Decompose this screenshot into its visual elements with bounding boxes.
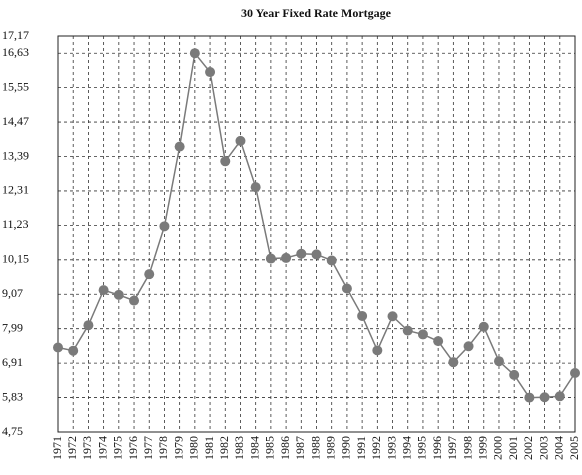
point [524,392,535,403]
point [402,325,413,336]
point [220,156,231,167]
x-tick-label: 2005 [567,436,581,460]
x-tick-label: 1984 [247,436,261,460]
point [174,141,185,152]
chart-title: 30 Year Fixed Rate Mortgage [241,6,392,20]
x-tick-label: 1998 [460,436,474,460]
point [478,321,489,332]
x-tick-label: 1985 [263,436,277,460]
y-tick-label: 13,39 [2,148,29,162]
point [68,345,79,356]
point [159,221,170,232]
point [357,310,368,321]
point [265,253,276,264]
point [539,392,550,403]
point [463,341,474,352]
y-tick-label: 7,99 [2,320,23,334]
x-tick-label: 1987 [293,436,307,460]
y-tick-label: 14,47 [2,114,29,128]
point [372,345,383,356]
x-tick-label: 1994 [399,436,413,460]
x-tick-label: 2002 [521,436,535,460]
x-tick-label: 1973 [80,436,94,460]
point [493,356,504,367]
plot-frame [57,35,576,433]
point [83,320,94,331]
point [417,329,428,340]
point [235,135,246,146]
point [189,48,200,59]
x-tick-label: 1976 [126,436,140,460]
x-tick-label: 2001 [506,436,520,460]
x-tick-label: 1982 [217,436,231,460]
y-tick-label: 17,17 [2,28,29,42]
point [326,255,337,266]
x-tick-label: 1974 [95,436,109,460]
point [554,391,565,402]
y-tick-label: 16,63 [2,45,29,59]
x-tick-label: 1986 [278,436,292,460]
x-tick-label: 1996 [430,436,444,460]
point [448,357,459,368]
x-tick-label: 1979 [171,436,185,460]
y-tick-label: 5,83 [2,389,23,403]
point [98,285,109,296]
x-tick-label: 1978 [156,436,170,460]
x-tick-label: 1980 [187,436,201,460]
point [53,342,63,353]
x-tick-label: 1992 [369,436,383,460]
y-tick-label: 15,55 [2,79,29,93]
point [509,369,520,380]
y-tick-label: 9,07 [2,286,23,300]
x-tick-label: 1972 [65,436,79,460]
x-tick-label: 1988 [308,436,322,460]
x-tick-label: 1993 [384,436,398,460]
x-tick-label: 1971 [50,436,64,460]
y-tick-label: 10,15 [2,252,29,266]
point [570,368,580,379]
x-tick-label: 1991 [354,436,368,460]
point [311,249,322,260]
point [341,283,352,294]
y-tick-label: 6,91 [2,355,23,369]
x-tick-label: 2004 [552,436,566,460]
point [129,295,140,306]
point [433,336,444,347]
point [387,311,398,322]
point [250,182,261,193]
point [281,252,292,263]
x-tick-label: 1989 [323,436,337,460]
x-tick-label: 2000 [491,436,505,460]
y-tick-label: 4,75 [2,424,23,438]
point [296,248,307,259]
x-tick-label: 1999 [476,436,490,460]
point [205,67,216,78]
x-tick-label: 1983 [232,436,246,460]
x-tick-label: 1975 [111,436,125,460]
point [113,289,124,300]
y-tick-label: 11,23 [2,217,29,231]
x-tick-label: 1977 [141,436,155,460]
x-tick-label: 1995 [415,436,429,460]
y-tick-label: 12,31 [2,183,29,197]
x-tick-label: 2003 [536,436,550,460]
point [144,269,155,280]
x-tick-label: 1997 [445,436,459,460]
x-tick-label: 1990 [339,436,353,460]
x-tick-label: 1981 [202,436,216,460]
